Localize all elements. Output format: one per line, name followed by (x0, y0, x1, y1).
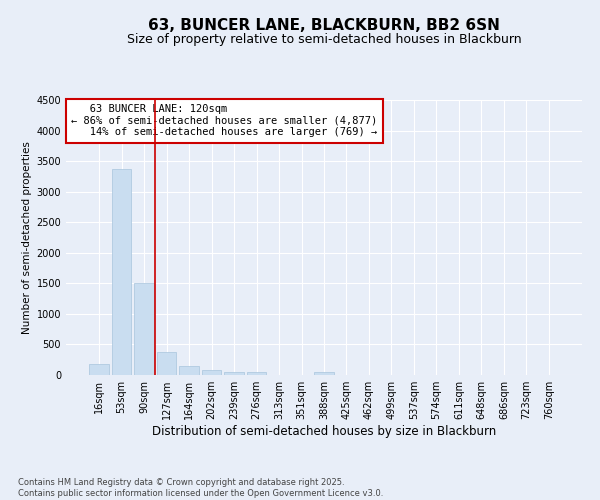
Bar (179, 366, 199, 375)
Bar (202, 370, 221, 375)
Bar (134, 284, 154, 375)
X-axis label: Distribution of semi-detached houses by size in Blackburn: Distribution of semi-detached houses by … (152, 425, 496, 438)
Bar (112, 169, 131, 375)
Bar (157, 352, 176, 375)
Text: 63 BUNCER LANE: 120sqm
← 86% of semi-detached houses are smaller (4,877)
   14% : 63 BUNCER LANE: 120sqm ← 86% of semi-det… (71, 104, 377, 138)
Text: Size of property relative to semi-detached houses in Blackburn: Size of property relative to semi-detach… (127, 32, 521, 46)
Bar (89, 364, 109, 375)
Bar (247, 372, 266, 375)
Text: 63, BUNCER LANE, BLACKBURN, BB2 6SN: 63, BUNCER LANE, BLACKBURN, BB2 6SN (148, 18, 500, 32)
Bar (224, 372, 244, 375)
Bar (314, 372, 334, 375)
Text: Contains HM Land Registry data © Crown copyright and database right 2025.
Contai: Contains HM Land Registry data © Crown c… (18, 478, 383, 498)
Y-axis label: Number of semi-detached properties: Number of semi-detached properties (22, 141, 32, 334)
